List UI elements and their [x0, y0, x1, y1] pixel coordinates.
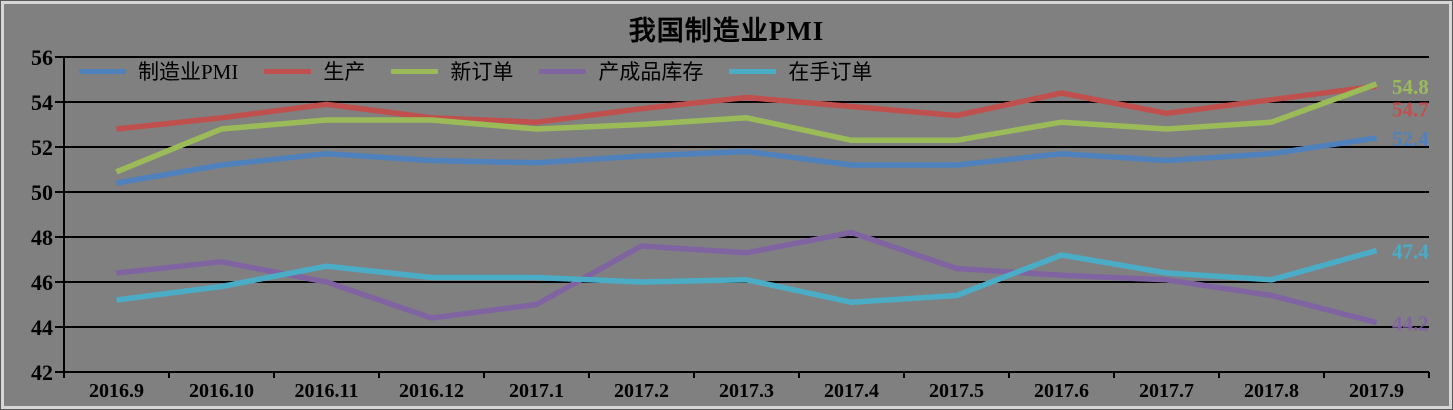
- y-axis-label: 54: [31, 90, 53, 115]
- x-axis-label: 2017.4: [824, 380, 879, 402]
- y-axis-label: 56: [31, 45, 53, 70]
- legend-swatch-icon: [729, 68, 777, 74]
- legend-item-5: 在手订单: [729, 56, 872, 86]
- legend-label: 制造业PMI: [138, 60, 239, 84]
- x-axis-label: 2017.8: [1244, 380, 1299, 402]
- x-axis-label: 2017.1: [509, 380, 564, 402]
- legend-item-1: 制造业PMI: [79, 56, 238, 86]
- x-axis-label: 2016.9: [89, 380, 144, 402]
- x-axis-label: 2017.2: [614, 380, 669, 402]
- y-axis-label: 48: [31, 225, 53, 250]
- y-axis-label: 46: [31, 270, 53, 295]
- series-line-4: [116, 229, 1378, 326]
- legend-item-3: 新订单: [391, 56, 513, 86]
- y-axis-label: 50: [31, 180, 53, 205]
- chart-title: 我国制造业PMI: [628, 16, 825, 46]
- series-end-label: 54.7: [1392, 97, 1429, 121]
- x-axis-label: 2016.10: [189, 380, 254, 402]
- legend-swatch-icon: [539, 68, 587, 74]
- legend-label: 生产: [323, 60, 366, 84]
- x-axis-label: 2017.7: [1139, 380, 1194, 402]
- legend-swatch-icon: [391, 68, 439, 74]
- legend-item-2: 生产: [264, 56, 365, 86]
- legend-swatch-icon: [264, 68, 312, 74]
- x-axis-label: 2016.11: [295, 380, 359, 402]
- y-axis-label: 42: [31, 360, 53, 385]
- series-end-label: 47.4: [1392, 240, 1429, 264]
- x-axis-label: 2017.5: [929, 380, 984, 402]
- series-line-3: [115, 81, 1378, 175]
- y-axis-label: 44: [31, 315, 53, 340]
- x-axis-label: 2017.3: [719, 380, 774, 402]
- legend-item-4: 产成品库存: [539, 56, 703, 86]
- legend-label: 在手订单: [788, 60, 873, 84]
- series-end-label: 44.2: [1392, 312, 1429, 336]
- series-end-label: 54.8: [1392, 75, 1429, 99]
- y-axis-label: 52: [31, 135, 53, 160]
- legend: 制造业PMI 生产 新订单 产成品库存 在手订单: [79, 57, 872, 85]
- legend-swatch-icon: [79, 68, 126, 74]
- series-end-label: 52.4: [1392, 127, 1429, 151]
- x-axis-label: 2017.9: [1349, 380, 1404, 402]
- series-line-1: [116, 135, 1377, 186]
- series-line-5: [116, 247, 1378, 306]
- x-axis-label: 2017.6: [1034, 380, 1089, 402]
- legend-label: 产成品库存: [598, 60, 704, 84]
- series-line-2: [116, 83, 1377, 132]
- legend-label: 新订单: [450, 60, 514, 84]
- x-axis-label: 2016.12: [399, 380, 464, 402]
